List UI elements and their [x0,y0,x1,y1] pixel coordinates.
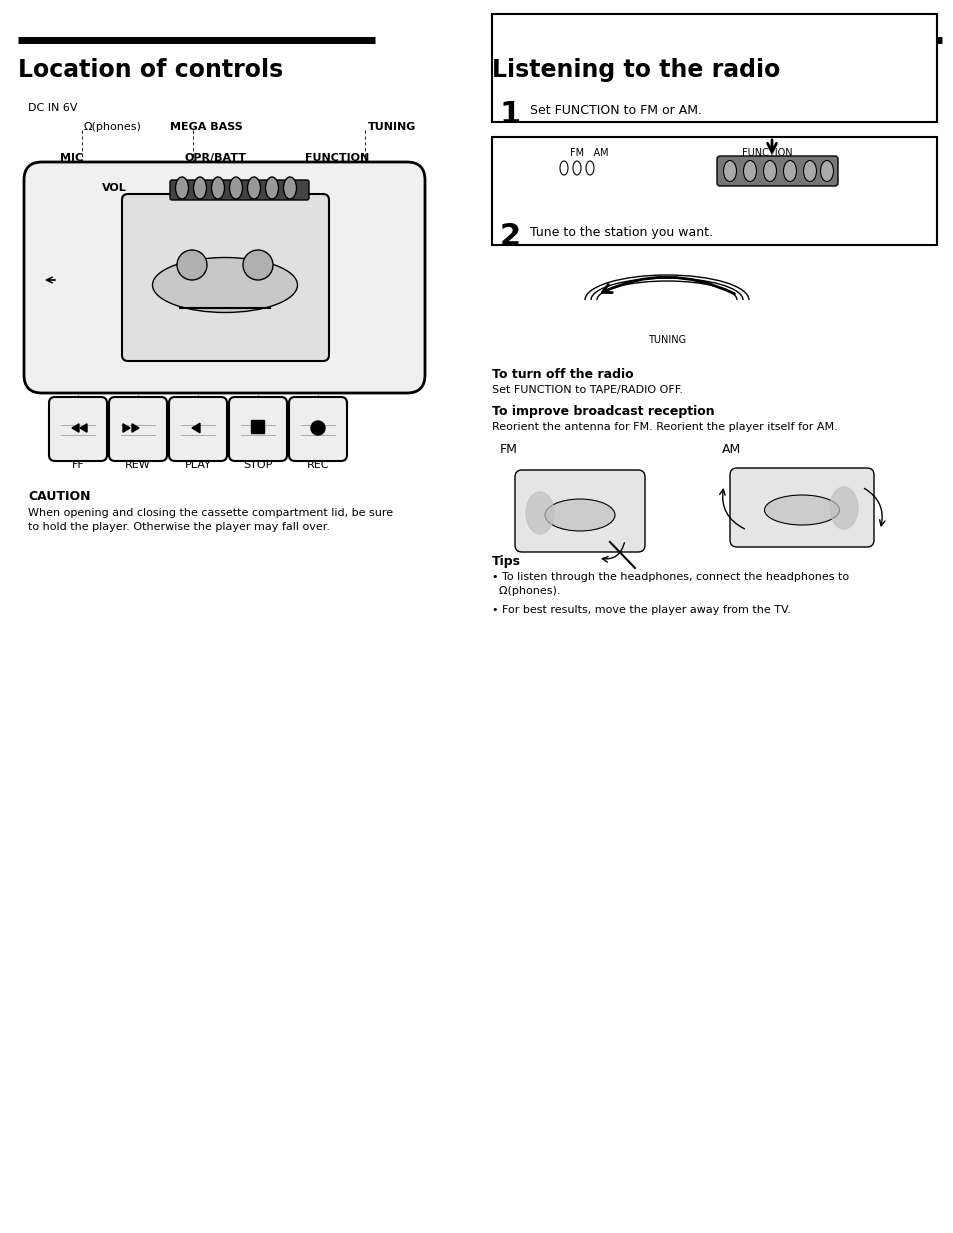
Ellipse shape [782,160,796,181]
Ellipse shape [273,190,391,355]
Text: VOL: VOL [102,182,127,194]
Polygon shape [71,424,79,433]
Bar [251,420,264,433]
Text: • To listen through the headphones, connect the headphones to
  Ω(phones).: • To listen through the headphones, conn… [492,572,848,596]
Polygon shape [132,424,139,433]
FancyBboxPatch shape [49,397,107,461]
Text: FM: FM [499,443,517,456]
Text: MIC: MIC [60,153,83,163]
Ellipse shape [283,178,296,199]
Text: 2: 2 [499,222,520,252]
Text: Tune to the station you want.: Tune to the station you want. [530,226,712,239]
Text: REW: REW [125,460,151,470]
Ellipse shape [763,494,839,525]
Ellipse shape [544,499,615,531]
Ellipse shape [152,258,297,312]
Polygon shape [80,424,87,433]
Text: CAUTION: CAUTION [28,490,91,503]
Polygon shape [192,423,200,433]
Ellipse shape [525,492,554,534]
Text: MEGA BASS: MEGA BASS [170,122,242,132]
Text: FM   AM: FM AM [569,148,608,158]
Ellipse shape [243,250,273,280]
Text: Ω(phones): Ω(phones) [84,122,142,132]
FancyBboxPatch shape [229,397,287,461]
Text: To improve broadcast reception: To improve broadcast reception [492,404,714,418]
Ellipse shape [265,178,278,199]
Ellipse shape [585,162,594,175]
Polygon shape [123,424,130,433]
Ellipse shape [175,178,189,199]
Text: DC IN 6V: DC IN 6V [28,104,77,113]
Ellipse shape [762,160,776,181]
FancyBboxPatch shape [109,397,167,461]
Ellipse shape [802,160,816,181]
Text: TUNING: TUNING [647,335,685,345]
Text: PLAY: PLAY [185,460,212,470]
Text: Listening to the radio: Listening to the radio [492,58,780,83]
Circle shape [311,420,325,435]
Text: Set FUNCTION to TAPE/RADIO OFF.: Set FUNCTION to TAPE/RADIO OFF. [492,385,682,395]
FancyBboxPatch shape [492,14,936,122]
FancyBboxPatch shape [515,470,644,552]
FancyBboxPatch shape [122,194,329,361]
Text: • For best results, move the player away from the TV.: • For best results, move the player away… [492,605,790,615]
Ellipse shape [573,162,580,175]
Text: FF: FF [71,460,84,470]
Text: When opening and closing the cassette compartment lid, be sure
to hold the playe: When opening and closing the cassette co… [28,508,393,531]
FancyBboxPatch shape [289,397,347,461]
Text: 1: 1 [499,100,520,129]
Ellipse shape [230,178,242,199]
FancyBboxPatch shape [24,162,424,393]
Text: FUNCTION: FUNCTION [741,148,792,158]
Text: To turn off the radio: To turn off the radio [492,367,633,381]
Ellipse shape [742,160,756,181]
Text: OPR/BATT: OPR/BATT [185,153,247,163]
Text: Location of controls: Location of controls [18,58,283,83]
Ellipse shape [193,178,206,199]
FancyBboxPatch shape [169,397,227,461]
FancyBboxPatch shape [717,157,837,186]
Ellipse shape [49,190,167,355]
Text: Reorient the antenna for FM. Reorient the player itself for AM.: Reorient the antenna for FM. Reorient th… [492,422,837,432]
FancyBboxPatch shape [492,137,936,245]
Text: AM: AM [721,443,740,456]
FancyBboxPatch shape [729,469,873,547]
Ellipse shape [247,178,260,199]
Text: FUNCTION: FUNCTION [305,153,369,163]
FancyBboxPatch shape [170,180,309,200]
Text: TUNING: TUNING [368,122,416,132]
Ellipse shape [559,162,567,175]
Ellipse shape [722,160,736,181]
Text: STOP: STOP [243,460,273,470]
Ellipse shape [820,160,833,181]
Text: REC: REC [307,460,329,470]
Ellipse shape [829,487,857,529]
Text: Set FUNCTION to FM or AM.: Set FUNCTION to FM or AM. [530,104,701,117]
Text: Tips: Tips [492,555,520,568]
Ellipse shape [177,250,207,280]
Ellipse shape [212,178,224,199]
